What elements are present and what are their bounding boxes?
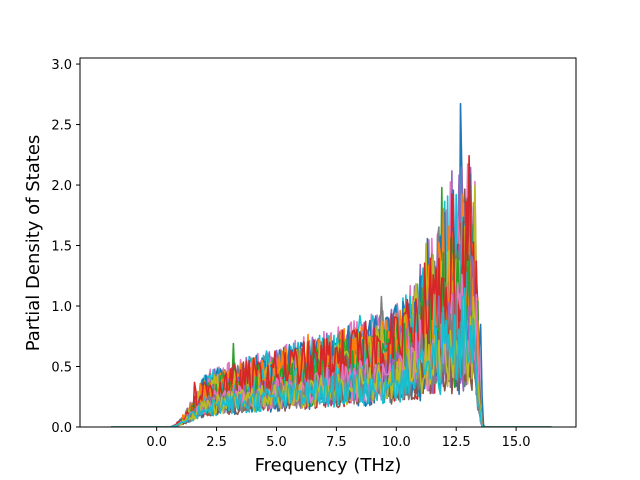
y-axis: 0.0 0.5 1.0 1.5 2.0 2.5 3.0 — [51, 58, 80, 436]
x-axis-label: Frequency (THz) — [255, 455, 402, 476]
x-tick-label: 2.5 — [206, 435, 227, 450]
y-tick-label: 3.0 — [51, 58, 72, 73]
x-tick-label: 5.0 — [266, 435, 287, 450]
y-tick-label: 0.5 — [51, 361, 72, 376]
plot-frame — [79, 57, 577, 428]
y-tick-label: 2.5 — [51, 119, 72, 134]
x-tick-label: 12.5 — [442, 435, 471, 450]
x-tick-label: 0.0 — [146, 435, 167, 450]
y-tick-label: 1.0 — [51, 300, 72, 315]
y-tick-label: 2.0 — [51, 179, 72, 194]
pdos-series-line — [111, 287, 552, 427]
y-tick-label: 1.5 — [51, 240, 72, 255]
y-tick-label: 0.0 — [51, 421, 72, 436]
series-group — [111, 102, 552, 427]
x-tick-label: 7.5 — [326, 435, 347, 450]
x-tick-label: 10.0 — [382, 435, 411, 450]
x-tick-label: 15.0 — [502, 435, 531, 450]
x-axis: 0.0 2.5 5.0 7.5 10.0 12.5 15.0 — [146, 427, 531, 450]
y-axis-label: Partial Density of States — [23, 135, 44, 352]
